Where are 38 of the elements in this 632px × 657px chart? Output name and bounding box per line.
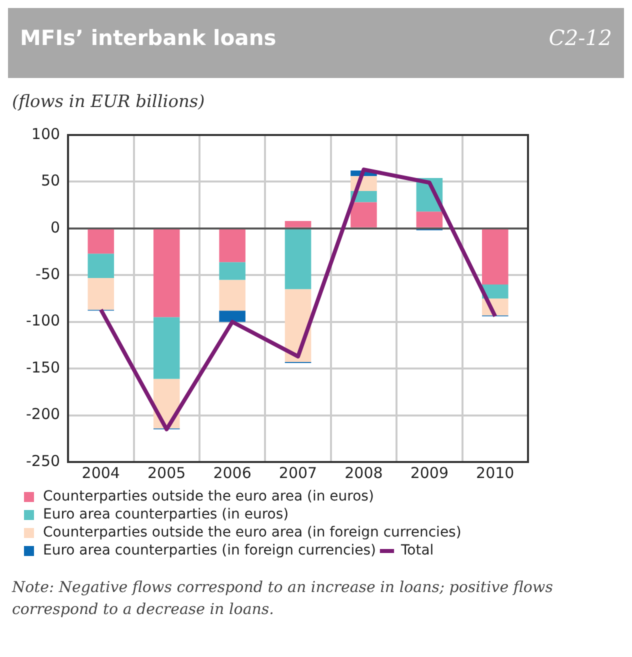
- y-tick-label: 100: [31, 124, 60, 143]
- x-tick-label: 2009: [410, 464, 449, 482]
- bar: [88, 229, 114, 254]
- legend-label: Total: [400, 542, 434, 559]
- y-tick-label: -150: [26, 358, 60, 376]
- bar: [153, 229, 180, 318]
- bar: [219, 262, 246, 280]
- text: Note: Negative flows correspond to an increase in loans; positive flows correspond to a decrease in loans.: [12, 577, 554, 620]
- chart-subtitle: (flows in EUR billions): [12, 92, 206, 112]
- legend-label: Euro area counterparties (in foreign currencies): [43, 542, 376, 559]
- legend-label: Euro area counterparties (in euros): [43, 506, 289, 523]
- bar: [284, 220, 312, 228]
- x-tick-label: 2004: [82, 464, 120, 482]
- bar: [219, 229, 246, 262]
- legend-label: Counterparties outside the euro area (in euros): [43, 488, 374, 505]
- bar: [88, 254, 114, 278]
- y-tick-label: -50: [36, 265, 60, 284]
- legend-label: Counterparties outside the euro area (in foreign currencies): [43, 524, 462, 541]
- y-tick-label: 0: [50, 218, 60, 236]
- x-tick-label: 2008: [344, 464, 383, 482]
- chart-title: MFIs’ interbank loans: [20, 26, 276, 52]
- y-tick-label: 50: [40, 172, 60, 190]
- text: C2-12: [548, 26, 612, 52]
- y-tick-label: -200: [26, 405, 60, 424]
- bar: [88, 278, 114, 310]
- bar: [482, 229, 508, 284]
- bar: [219, 280, 246, 311]
- x-tick-label: 2010: [476, 464, 514, 482]
- bar: [284, 229, 312, 290]
- bar: [350, 202, 377, 228]
- bar: [153, 317, 180, 379]
- x-tick-label: 2005: [148, 464, 186, 482]
- bar: [416, 212, 443, 228]
- y-tick-label: -250: [26, 452, 60, 470]
- y-tick-label: -100: [26, 312, 60, 330]
- x-tick-label: 2006: [213, 464, 252, 482]
- x-tick-label: 2007: [278, 464, 318, 482]
- bar: [219, 310, 246, 322]
